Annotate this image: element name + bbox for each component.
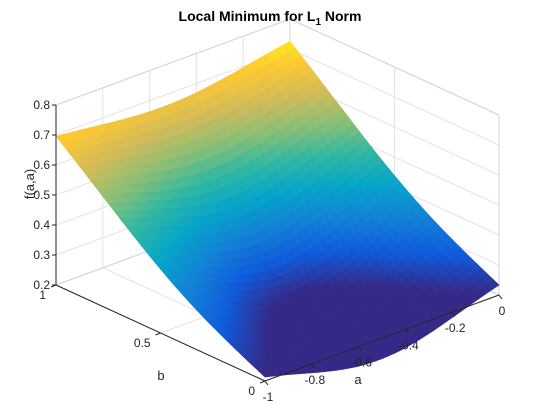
y-tick-label: 0.5 — [134, 336, 151, 350]
x-tick-label: -0.6 — [351, 356, 372, 370]
box-edge-back — [55, 18, 291, 106]
tick-labels: -1 -0.8 -0.6 -0.4 -0.2 0 0 0.5 10.2 0.3 0.4 0.5 0.6 0… — [33, 98, 505, 404]
x-tick-mark — [498, 294, 503, 300]
z-tick-label: 0.7 — [33, 128, 50, 142]
axis-line — [264, 294, 500, 382]
x-tick-label: 0 — [499, 304, 506, 318]
z-tick-label: 0.5 — [33, 188, 50, 202]
x-tick-mark — [451, 311, 456, 317]
x-tick-mark — [404, 329, 409, 334]
x-tick-mark — [358, 346, 363, 351]
y-tick-label: 1 — [39, 288, 46, 302]
surface-plot — [55, 40, 500, 378]
x-tick-label: -0.8 — [304, 373, 325, 387]
y-tick-mark — [155, 332, 161, 336]
x-tick-mark — [264, 380, 269, 386]
y-tick-label: 0 — [248, 384, 255, 398]
z-tick-label: 0.8 — [33, 98, 50, 112]
x-axis-label: a — [354, 372, 362, 387]
x-tick-label: -1 — [263, 390, 274, 404]
chart-title: Local Minimum for L1 Norm — [179, 8, 362, 28]
y-tick-mark — [259, 380, 266, 384]
surface-patch — [258, 370, 273, 378]
z-tick-label: 0.2 — [33, 278, 50, 292]
box-edge-back — [289, 18, 500, 116]
z-tick-label: 0.6 — [33, 158, 50, 172]
x-tick-label: -0.2 — [445, 321, 466, 335]
y-axis-label: b — [157, 368, 164, 383]
z-tick-label: 0.3 — [33, 248, 50, 262]
z-tick-label: 0.4 — [33, 218, 50, 232]
x-tick-label: -0.4 — [398, 338, 419, 352]
x-tick-mark — [311, 363, 316, 369]
z-axis-label: f(a,a) — [22, 169, 37, 199]
